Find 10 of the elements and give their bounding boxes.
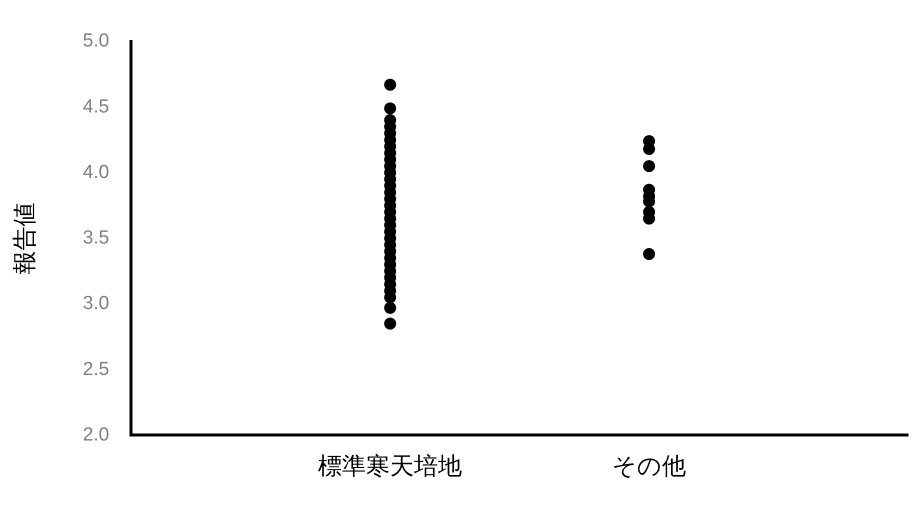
x-tick-label: その他 — [612, 452, 686, 480]
y-tick-label: 4.5 — [82, 96, 110, 118]
x-tick-label: 標準寒天培地 — [318, 452, 462, 480]
y-axis-title: 報告値 — [10, 202, 39, 274]
y-tick-label: 3.0 — [82, 293, 110, 314]
y-tick-label: 4.0 — [82, 162, 110, 183]
y-tick-label: 2.5 — [82, 358, 110, 380]
y-tick-label: 2.0 — [82, 424, 110, 446]
y-tick-label: 5.0 — [82, 30, 110, 52]
y-tick-label: 3.5 — [82, 228, 110, 249]
